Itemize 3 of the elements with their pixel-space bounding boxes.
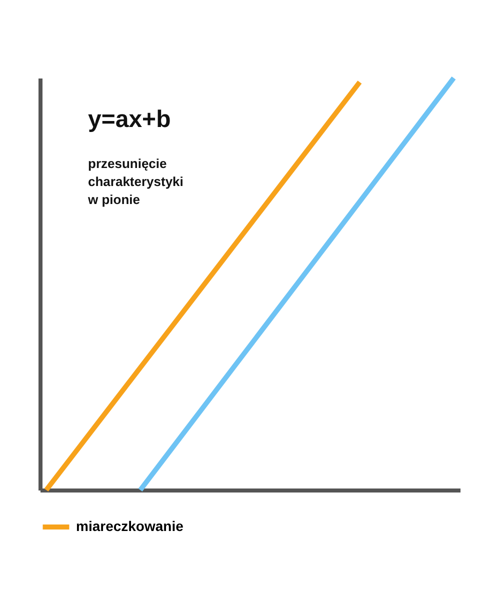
annotation: y=ax+b — [88, 106, 171, 133]
annotation: przesunięcie charakterystyki w pionie — [87, 156, 184, 207]
legend-label: miareczkowanie — [76, 518, 184, 534]
